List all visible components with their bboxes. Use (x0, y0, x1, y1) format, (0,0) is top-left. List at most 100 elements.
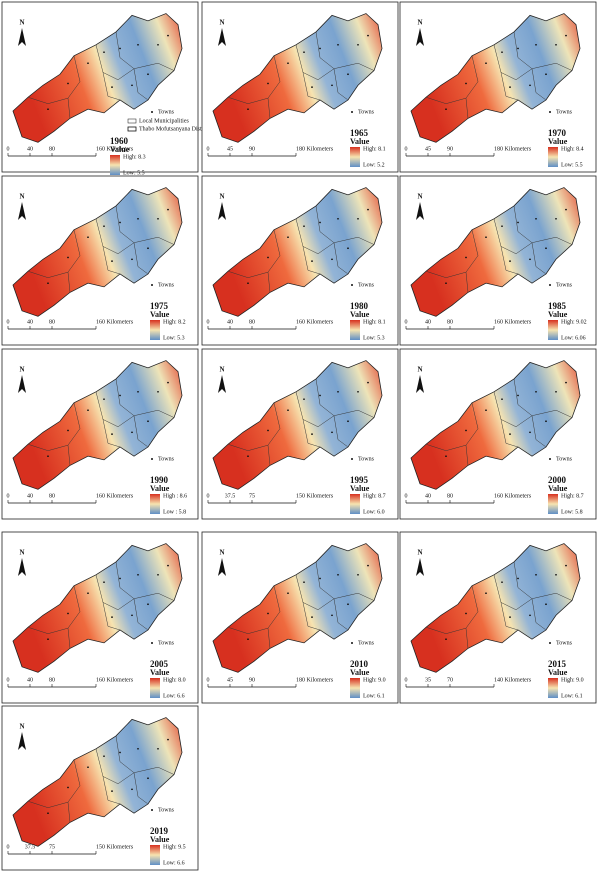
municipal-boundary (227, 444, 269, 451)
town (303, 581, 305, 583)
value-label: Value (548, 668, 568, 677)
scale-label: 37.5 (225, 493, 236, 499)
town (367, 34, 369, 37)
town (337, 390, 339, 393)
town (267, 82, 269, 85)
town (485, 62, 487, 65)
year-label: 1965 (350, 128, 369, 138)
value-label: Value (150, 310, 170, 319)
scale-label: 90 (249, 146, 255, 152)
municipal-boundary (425, 97, 467, 104)
town (331, 431, 333, 434)
high-label: High: 8.7 (561, 493, 584, 499)
town (485, 236, 487, 239)
high-label: High: 9.0 (561, 677, 584, 683)
town (555, 217, 557, 220)
municipal-boundary (267, 585, 281, 649)
scale-label: 75 (49, 844, 55, 850)
low-label: Low : 5.8 (163, 509, 186, 515)
town (167, 738, 169, 741)
town (247, 638, 249, 641)
north-label: N (219, 19, 224, 27)
town (485, 409, 487, 412)
town (147, 777, 149, 780)
municipal-boundary (425, 271, 467, 278)
scale-label: 37.5 (25, 844, 36, 850)
north-label: N (417, 193, 422, 201)
district-surface (12, 360, 183, 490)
town (445, 455, 447, 458)
town (501, 398, 503, 400)
value-label: Value (350, 668, 370, 677)
scale-label: 0 (7, 493, 10, 499)
town (147, 420, 149, 423)
municipal-boundary (493, 44, 573, 81)
scale-label: 45 (425, 146, 431, 152)
town (311, 616, 313, 618)
low-label: Low: 5.5 (123, 170, 145, 176)
town (465, 429, 467, 432)
legend-ramp (350, 678, 360, 698)
town (131, 614, 133, 617)
municipal-boundary (333, 598, 349, 631)
scale-label: 160 Kilometers (96, 319, 134, 325)
town (119, 394, 121, 397)
scale-label: 35 (425, 677, 431, 683)
legend-ramp (350, 494, 360, 514)
municipal-boundary (95, 44, 175, 81)
municipal-boundary (302, 246, 321, 275)
value-label: Value (150, 835, 170, 844)
town (517, 47, 519, 50)
town (157, 390, 159, 393)
legend-ramp (350, 320, 360, 340)
high-label: High: 8.0 (163, 677, 186, 683)
town (367, 564, 369, 567)
town (147, 603, 149, 606)
high-label: High: 8.3 (123, 154, 146, 160)
town (267, 612, 269, 615)
town (509, 616, 511, 618)
scale-label: 90 (447, 146, 453, 152)
town (535, 390, 537, 393)
towns-label: Towns (358, 456, 375, 462)
towns-label: Towns (158, 282, 175, 288)
high-label: High: 9.0 (363, 677, 386, 683)
municipal-boundary (27, 97, 69, 104)
year-label: 2010 (350, 659, 369, 669)
municipal-boundary (27, 627, 69, 634)
high-label: High: 8.7 (363, 493, 386, 499)
town (347, 603, 349, 606)
municipal-boundary (115, 31, 135, 69)
town (67, 82, 69, 85)
municipal-boundary (333, 68, 349, 101)
scale-label: 0 (7, 319, 10, 325)
low-label: Low: 5.8 (561, 509, 583, 515)
town (337, 217, 339, 220)
municipal-boundary (531, 68, 547, 101)
town (137, 217, 139, 220)
town (357, 573, 359, 576)
town (167, 34, 169, 37)
town (347, 420, 349, 423)
legend-ramp (548, 147, 558, 167)
town (565, 564, 567, 567)
value-label: Value (350, 484, 370, 493)
scale-label: 0 (405, 493, 408, 499)
municipal-boundary (531, 415, 547, 448)
district-symbol (127, 126, 137, 132)
scale-label: 80 (447, 319, 453, 325)
scale-label: 80 (249, 319, 255, 325)
north-arrow (218, 202, 226, 220)
town (111, 790, 113, 792)
north-arrow (218, 558, 226, 576)
north-arrow (416, 375, 424, 393)
towns-symbol (151, 809, 153, 811)
towns-label: Towns (158, 456, 175, 462)
scale-label: 40 (27, 319, 33, 325)
municipal-boundary (227, 271, 269, 278)
municipal-boundary (102, 246, 121, 275)
scale-label: 40 (227, 319, 233, 325)
